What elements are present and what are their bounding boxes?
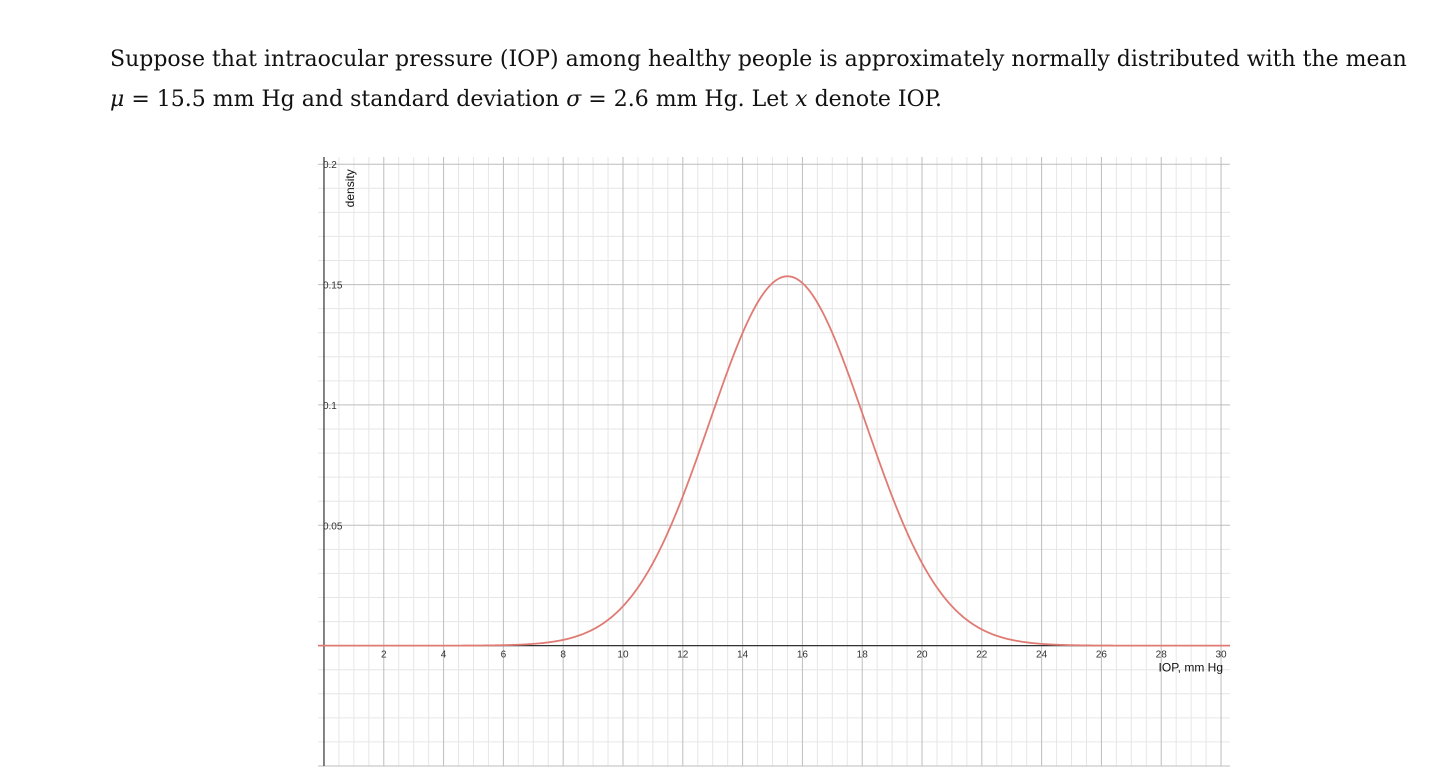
major-gridlines [318, 157, 1230, 767]
series-layer [318, 275, 1230, 647]
sigma-value-text: 2.6 mm Hg. Let [613, 87, 789, 112]
problem-line-1: Suppose that intraocular pressure (IOP) … [110, 40, 1430, 80]
x-tick-label: 24 [1036, 650, 1048, 661]
x-tick-label: 6 [501, 650, 507, 661]
y-tick-label: 0.05 [323, 521, 343, 532]
tick-labels: 2 4 6 8 10 12 14 16 18 20 22 24 26 28 300.050.10.150.2 [323, 160, 1227, 660]
x-tick-label: 2 [381, 650, 387, 661]
x-axis-label: IOP, mm Hg [1159, 661, 1223, 675]
problem-line-2: μ = 15.5 mm Hg and standard deviation σ … [110, 80, 1430, 120]
density-curve [318, 275, 1230, 647]
x-tick-label: 10 [617, 650, 629, 661]
equals-sign-2: = [588, 87, 607, 112]
y-tick-label: 0.1 [323, 401, 337, 412]
x-symbol: x [795, 87, 808, 112]
y-tick-label: 0.15 [323, 281, 343, 292]
sigma-symbol: σ [566, 87, 582, 112]
x-tick-label: 14 [737, 650, 749, 661]
x-tick-label: 16 [797, 650, 809, 661]
x-tick-label: 26 [1096, 650, 1108, 661]
y-axis-label: density [343, 169, 357, 207]
x-tick-label: 28 [1156, 650, 1168, 661]
minor-gridlines [318, 157, 1230, 766]
x-tick-label: 20 [916, 650, 928, 661]
problem-tail-text: denote IOP. [814, 87, 942, 112]
axes [318, 157, 1230, 766]
mu-symbol: μ [110, 87, 125, 112]
y-tick-label: 0.2 [323, 160, 337, 171]
equals-sign-1: = [131, 87, 150, 112]
x-tick-label: 4 [441, 650, 447, 661]
x-tick-label: 18 [857, 650, 869, 661]
x-tick-label: 22 [976, 650, 988, 661]
mu-value-text: 15.5 mm Hg and standard deviation [156, 87, 560, 112]
problem-statement: Suppose that intraocular pressure (IOP) … [110, 40, 1430, 120]
x-tick-label: 8 [560, 650, 566, 661]
problem-text-line1: Suppose that intraocular pressure (IOP) … [110, 47, 1407, 72]
x-tick-label: 12 [677, 650, 689, 661]
x-tick-label: 30 [1215, 650, 1227, 661]
